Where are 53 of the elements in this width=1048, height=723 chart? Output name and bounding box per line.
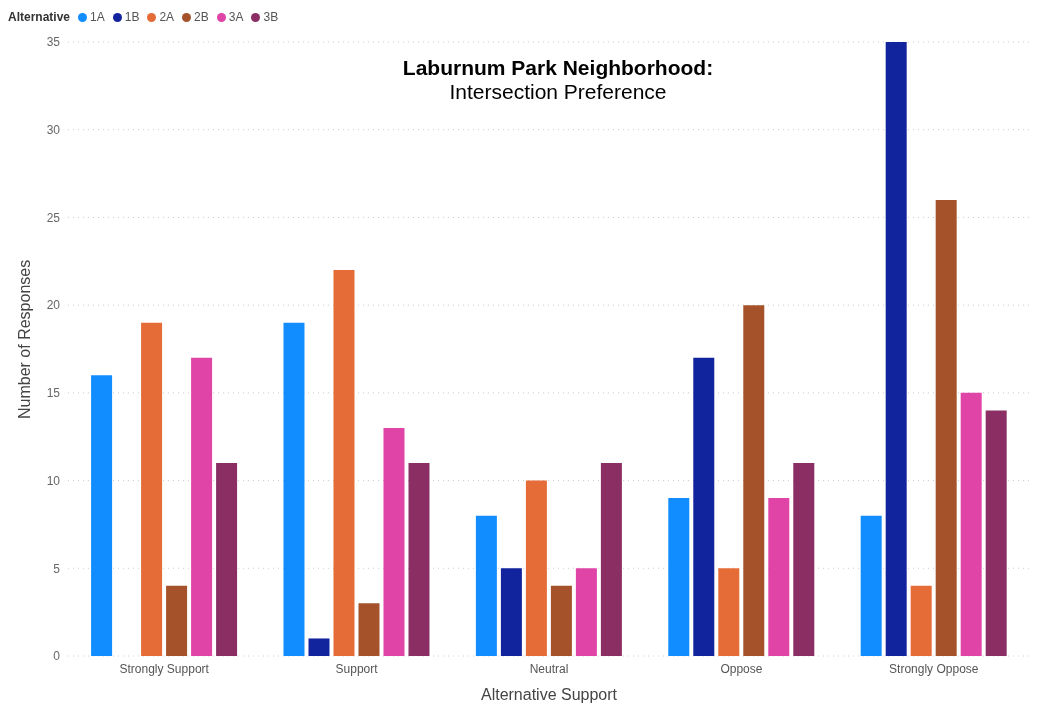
bar <box>985 410 1007 656</box>
bar <box>910 585 932 656</box>
bar <box>718 568 740 656</box>
bar <box>768 498 790 656</box>
bar <box>408 463 430 656</box>
legend-label: 3A <box>227 10 244 24</box>
y-tick-label: 25 <box>46 210 61 225</box>
legend-label: 2B <box>193 10 209 24</box>
bar <box>166 585 188 656</box>
bar <box>935 199 957 656</box>
bar <box>308 638 330 656</box>
bar <box>960 392 982 656</box>
bar <box>475 515 497 656</box>
bar <box>743 305 765 656</box>
bar <box>550 585 572 656</box>
y-tick-label: 0 <box>53 649 61 664</box>
bar <box>333 270 355 656</box>
bar <box>383 427 405 656</box>
legend-title: Alternative <box>8 10 71 24</box>
legend-label: 1B <box>123 10 140 24</box>
legend-label: 3B <box>262 10 279 24</box>
bar <box>525 480 547 656</box>
y-axis-title: Number of Responses <box>15 259 33 419</box>
x-axis-title: Alternative Support <box>480 686 618 703</box>
legend-label: 2A <box>158 10 175 24</box>
bar <box>575 568 597 656</box>
bar <box>668 498 690 656</box>
y-tick-label: 30 <box>46 122 61 137</box>
bar <box>793 463 815 656</box>
y-tick-label: 20 <box>46 298 61 313</box>
bar <box>860 515 882 656</box>
legend-label: 1A <box>89 10 105 24</box>
x-tick-label: Neutral <box>529 661 569 676</box>
x-tick-label: Strongly Oppose <box>889 661 979 676</box>
text: Intersection Preference <box>448 80 668 104</box>
bar <box>141 322 163 656</box>
bar <box>91 375 113 656</box>
bar <box>191 357 213 656</box>
bar <box>693 357 715 656</box>
bar <box>500 568 522 656</box>
y-tick-label: 5 <box>53 561 61 576</box>
text: Laburnum Park Neighborhood: <box>401 56 715 80</box>
x-tick-label: Oppose <box>720 661 763 676</box>
bar <box>600 463 622 656</box>
bar <box>283 322 305 656</box>
x-tick-label: Support <box>335 661 379 676</box>
bar <box>358 603 380 656</box>
y-tick-label: 15 <box>46 386 61 401</box>
bar <box>885 42 907 656</box>
y-tick-label: 35 <box>46 35 61 50</box>
bar <box>216 463 238 656</box>
x-tick-label: Strongly Support <box>119 661 210 676</box>
y-tick-label: 10 <box>46 473 61 488</box>
